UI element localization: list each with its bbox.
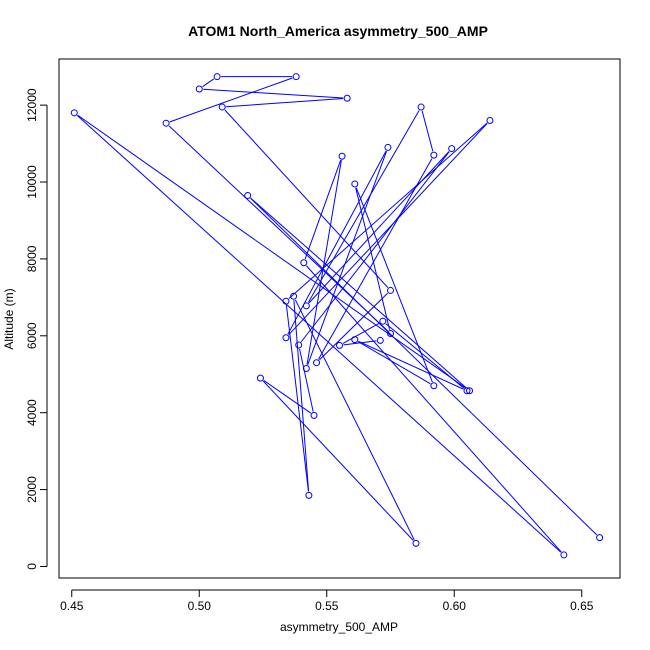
data-point	[195, 85, 203, 93]
data-point	[466, 387, 474, 395]
y-tick-label: 4000	[25, 399, 39, 426]
data-point	[70, 109, 78, 117]
data-point	[417, 103, 425, 111]
series-line-segment	[385, 323, 465, 389]
x-tick-label: 0.45	[60, 599, 84, 613]
series-line-segment	[263, 379, 312, 414]
y-tick-label: 0	[25, 563, 39, 570]
series-line-segment	[358, 340, 464, 390]
series-line-segment	[306, 265, 562, 553]
series-line-segment	[203, 88, 344, 99]
series-line-segment	[250, 197, 598, 536]
y-tick-label: 6000	[25, 322, 39, 349]
x-tick-label: 0.65	[570, 599, 594, 613]
x-axis-title: asymmetry_500_AMP	[280, 620, 398, 634]
data-point	[351, 180, 359, 188]
series-line-segment	[308, 151, 450, 304]
series-line-segment	[224, 109, 389, 288]
data-point	[213, 73, 221, 81]
data-point	[305, 491, 313, 499]
data-point	[218, 103, 226, 111]
data-point	[300, 259, 308, 267]
series-line-segment	[168, 125, 388, 332]
series-line-segment	[318, 158, 433, 360]
series-line-segment	[285, 305, 309, 492]
data-point	[310, 411, 318, 419]
data-point	[244, 191, 252, 199]
data-point	[412, 539, 420, 547]
x-axis: 0.45 0.50 0.55 0.60 0.65	[60, 589, 594, 613]
series-line-segment	[355, 187, 391, 330]
chart-title: ATOM1 North_America asymmetry_500_AMP	[188, 23, 488, 39]
series-line-segment	[421, 110, 434, 152]
data-point	[430, 151, 438, 159]
series-line-segment	[169, 77, 293, 123]
data-point	[336, 341, 343, 349]
series-line-segment	[202, 78, 215, 88]
series-line-segment	[262, 380, 414, 541]
series-line-segment	[355, 187, 433, 383]
data-point	[376, 336, 384, 344]
data-point	[290, 292, 298, 300]
y-tick-label: 2000	[25, 476, 39, 503]
data-point	[596, 534, 604, 542]
y-tick-label: 10000	[25, 165, 39, 199]
data-point	[387, 286, 394, 294]
series-line-segment	[343, 340, 377, 346]
data-point	[560, 551, 568, 559]
data-point	[256, 374, 264, 382]
data-point	[486, 117, 494, 125]
data-point	[430, 382, 438, 390]
y-tick-label: 8000	[25, 245, 39, 272]
series-line-segment	[293, 300, 310, 492]
series-line-segment	[358, 341, 431, 385]
data-point	[463, 387, 471, 395]
series-line-segment	[250, 197, 467, 389]
data-point	[384, 143, 392, 151]
x-tick-label: 0.55	[315, 599, 339, 613]
x-tick-label: 0.60	[443, 599, 467, 613]
series-line-segment	[300, 151, 450, 343]
series-line-segment	[294, 299, 415, 541]
data-point	[302, 364, 310, 372]
series-line-segment	[299, 348, 314, 412]
data-point	[448, 145, 456, 153]
data-point	[282, 297, 290, 305]
y-tick-label: 12000	[25, 88, 39, 122]
series-line-segments	[76, 76, 598, 553]
series-line-segment	[288, 123, 488, 336]
x-tick-label: 0.50	[188, 599, 212, 613]
data-point	[292, 73, 300, 81]
series-line-segment	[226, 97, 344, 108]
data-point	[282, 334, 290, 342]
series-points	[70, 73, 604, 559]
series-line-segment	[304, 159, 342, 260]
series-line-segment	[307, 151, 388, 365]
series-line-segment	[342, 322, 380, 344]
series-line-segment	[319, 292, 388, 361]
data-point	[387, 329, 394, 337]
data-point	[351, 336, 359, 344]
data-point	[302, 302, 310, 310]
data-point	[343, 94, 351, 102]
data-point	[162, 119, 170, 127]
data-point	[295, 341, 303, 349]
data-point	[379, 317, 387, 325]
y-axis-title: Altitude (m)	[2, 288, 16, 349]
data-point	[313, 359, 321, 367]
data-point	[338, 152, 346, 160]
series-layer	[70, 73, 604, 559]
series-line-segment	[306, 160, 342, 365]
plot-area-frame	[58, 58, 621, 579]
series-line-segment	[77, 114, 467, 389]
y-axis: 0 2000 4000 6000 8000 10000 12000	[25, 88, 48, 570]
